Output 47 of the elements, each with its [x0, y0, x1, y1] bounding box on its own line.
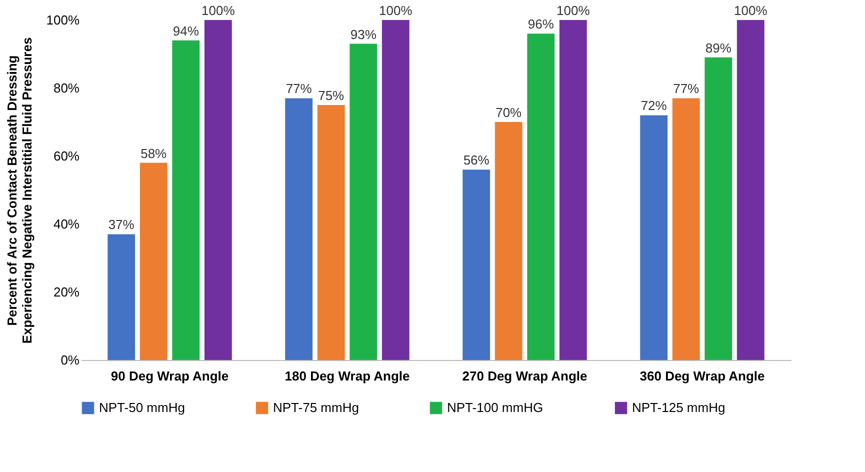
legend-label: NPT-75 mmHg: [273, 400, 359, 415]
bar: [140, 162, 168, 360]
x-tick-label: 270 Deg Wrap Angle: [462, 368, 588, 384]
bar: [672, 98, 700, 360]
x-tick-label: 180 Deg Wrap Angle: [284, 368, 410, 384]
x-tick-label: 360 Deg Wrap Angle: [640, 368, 765, 384]
legend-label: NPT-100 mmHG: [447, 400, 544, 415]
data-label: 93%: [350, 26, 377, 42]
legend-label: NPT-50 mmHg: [99, 400, 185, 415]
bar: [559, 20, 587, 360]
bar: [736, 20, 764, 360]
y-tick-label: 100%: [46, 12, 80, 28]
data-label: 77%: [286, 81, 312, 96]
data-label: 100%: [202, 3, 236, 18]
y-axis-title: Percent of Arc of Contact Beneath Dressing Experiencing Negative Interstitial Fluid Pressures: [4, 37, 34, 344]
bar: [494, 122, 522, 360]
bar: [382, 20, 410, 360]
bar: [204, 20, 232, 360]
data-label: 56%: [463, 152, 490, 168]
y-tick-label: 60%: [53, 148, 80, 164]
y-tick-label: 0%: [60, 352, 80, 368]
data-label: 58%: [140, 146, 168, 161]
bar: [640, 115, 668, 360]
y-tick-label: 20%: [53, 284, 80, 300]
data-label: 100%: [734, 3, 768, 18]
data-label: 72%: [640, 98, 668, 114]
data-label: 96%: [528, 16, 554, 32]
bar: [172, 40, 200, 360]
x-tick-label: 90 Deg Wrap Angle: [110, 368, 229, 384]
legend-label: NPT-125 mmHg: [632, 400, 726, 415]
y-tick-label: 80%: [53, 80, 80, 96]
data-label: 89%: [705, 40, 732, 56]
bar: [527, 34, 555, 360]
bar: [350, 44, 378, 360]
data-label: 77%: [673, 81, 700, 96]
data-label: 75%: [318, 88, 345, 103]
bar: [317, 105, 345, 360]
data-label: 94%: [172, 23, 200, 38]
bar: [108, 234, 136, 360]
bar: [462, 170, 490, 360]
data-label: 100%: [556, 3, 590, 18]
bar: [285, 98, 313, 360]
data-label: 70%: [496, 105, 522, 120]
y-tick-label: 40%: [53, 216, 80, 232]
data-label: 37%: [108, 217, 135, 232]
bar: [704, 57, 732, 360]
data-label: 100%: [379, 3, 413, 18]
